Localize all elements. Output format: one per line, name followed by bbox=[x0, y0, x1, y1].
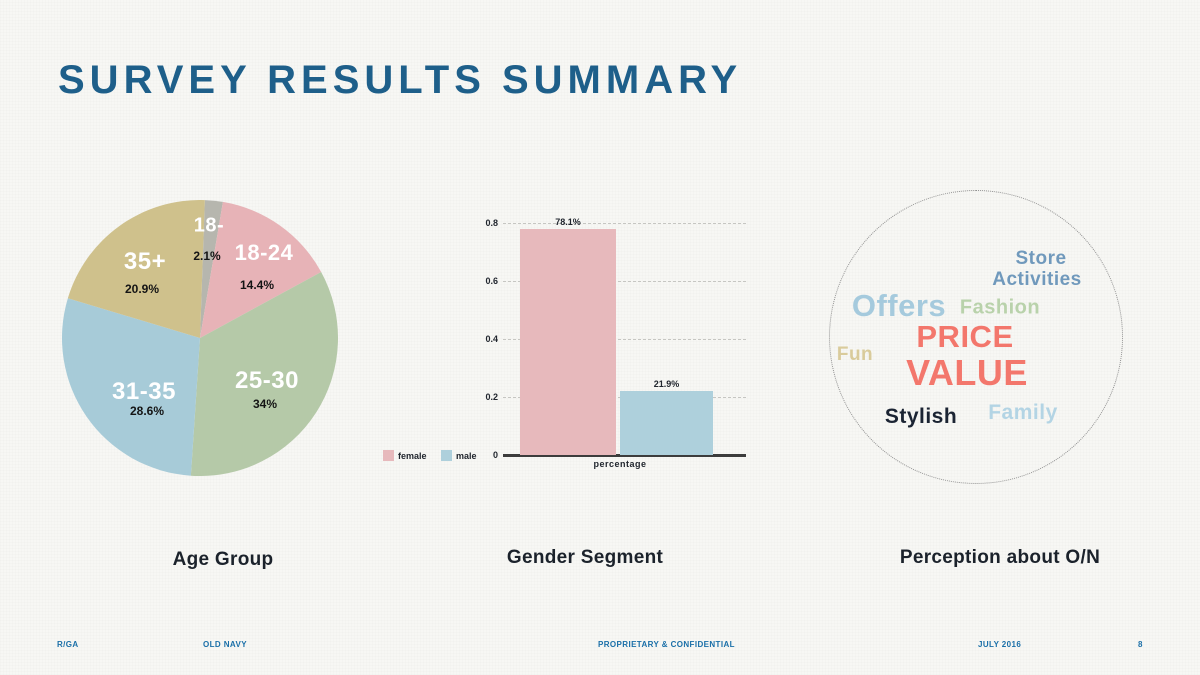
age-group-pie-chart bbox=[62, 200, 338, 476]
legend-swatch-male bbox=[441, 450, 452, 461]
cloud-word-value: VALUE bbox=[906, 352, 1028, 393]
legend-label-female: female bbox=[398, 451, 427, 461]
pie-slice-percent-35+: 20.9% bbox=[124, 282, 160, 296]
pie-slice-label-18-: 18- bbox=[193, 214, 225, 237]
pie-slice-35+ bbox=[67, 200, 205, 338]
bar-female bbox=[520, 228, 616, 455]
cloud-word-stylish: Stylish bbox=[884, 405, 958, 428]
wordcloud-circle bbox=[829, 190, 1123, 484]
bar-value-label-female: 78.1% bbox=[555, 216, 581, 227]
bar-gridline-0.6 bbox=[503, 281, 746, 282]
caption-age-group: Age Group bbox=[172, 549, 274, 570]
pie-slice-percent-25-30: 34% bbox=[252, 397, 278, 411]
caption-gender-segment: Gender Segment bbox=[506, 547, 664, 568]
bar-y-tick-0: 0 bbox=[492, 450, 498, 460]
bar-value-label-male: 21.9% bbox=[653, 379, 680, 390]
bar-male bbox=[620, 391, 713, 455]
cloud-word-offers: Offers bbox=[851, 288, 947, 323]
bar-y-tick-0.2: 0.2 bbox=[485, 392, 498, 402]
bar-x-axis-label: percentage bbox=[593, 459, 647, 469]
bar-y-tick-0.6: 0.6 bbox=[485, 276, 498, 286]
cloud-word-family: Family bbox=[988, 401, 1058, 424]
cloud-word-store: Store bbox=[1015, 248, 1067, 269]
pie-slice-label-31-35: 31-35 bbox=[112, 378, 176, 405]
bar-gridline-0.4 bbox=[503, 339, 746, 340]
pie-slice-18-24 bbox=[200, 201, 322, 338]
pie-slice-18- bbox=[200, 200, 223, 338]
footer-agency: R/GA bbox=[57, 640, 79, 649]
footer-page-number: 8 bbox=[1138, 640, 1143, 649]
pie-slice-label-18-24: 18-24 bbox=[234, 240, 294, 265]
pie-slice-percent-31-35: 28.6% bbox=[129, 404, 165, 418]
footer-confidential: PROPRIETARY & CONFIDENTIAL bbox=[598, 640, 735, 649]
pie-slice-percent-18-: 2.1% bbox=[193, 249, 221, 263]
cloud-word-fashion: Fashion bbox=[959, 296, 1041, 319]
footer-client: OLD NAVY bbox=[203, 640, 247, 649]
pie-slice-label-25-30: 25-30 bbox=[235, 367, 299, 394]
pie-slice-label-35+: 35+ bbox=[123, 248, 167, 275]
footer-date: JULY 2016 bbox=[978, 640, 1022, 649]
cloud-word-activities: Activities bbox=[992, 269, 1082, 290]
legend-swatch-female bbox=[383, 450, 394, 461]
cloud-word-price: PRICE bbox=[916, 319, 1014, 354]
bar-y-tick-0.8: 0.8 bbox=[485, 218, 498, 228]
bar-y-tick-0.4: 0.4 bbox=[485, 334, 498, 344]
caption-perception: Perception about O/N bbox=[899, 547, 1101, 568]
bar-gridline-0.8 bbox=[503, 223, 746, 224]
pie-slice-percent-18-24: 14.4% bbox=[239, 278, 275, 292]
pie-slice-25-30 bbox=[190, 271, 338, 476]
pie-slice-31-35 bbox=[62, 298, 200, 476]
cloud-word-fun: Fun bbox=[836, 344, 874, 365]
legend-label-male: male bbox=[456, 451, 477, 461]
bar-x-axis-line bbox=[503, 454, 746, 457]
page-title: SURVEY RESULTS SUMMARY bbox=[58, 58, 743, 102]
